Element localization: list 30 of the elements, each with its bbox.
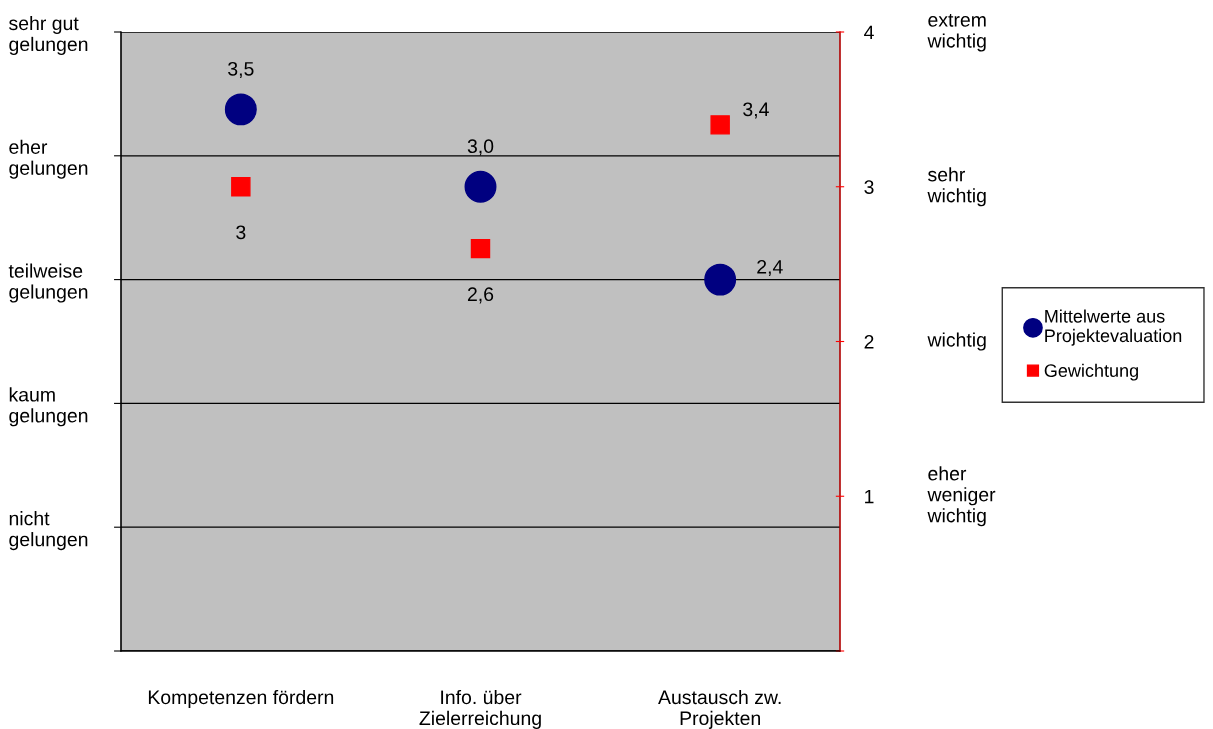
y2-tick-label: 3 — [864, 180, 874, 194]
category-label: eher gelungen — [9, 139, 88, 179]
y2-tick-label: 1 — [865, 489, 874, 504]
data-label: 3 — [236, 225, 246, 240]
data-label: 3,4 — [743, 102, 769, 119]
data-label: 3,5 — [228, 61, 254, 78]
point — [464, 170, 497, 203]
point — [710, 115, 730, 135]
text: sehr wichtig — [927, 167, 986, 207]
y2-tick-label: 2 — [864, 334, 874, 349]
x-tick-label: Info. über Zielerreichung — [419, 689, 541, 729]
category-label: nicht gelungen — [9, 511, 88, 551]
x-tick-label: Austausch zw. Projekten — [658, 689, 781, 729]
text: wichtig — [927, 332, 986, 351]
category-label: teilweise gelungen — [8, 263, 88, 303]
data-label: 2,4 — [757, 259, 783, 277]
legend-label: Mittelwerte aus Projektevaluation — [1045, 309, 1182, 346]
text: extrem wichtig — [927, 13, 986, 52]
point — [224, 93, 257, 126]
text: eher weniger wichtig — [927, 466, 996, 527]
data-label: 3,0 — [467, 139, 494, 156]
point — [470, 238, 491, 259]
point — [231, 177, 251, 197]
point — [704, 263, 737, 296]
x-tick-label: Kompetenzen fördern — [148, 689, 334, 709]
legend-label: Gewichtung — [1044, 363, 1138, 381]
category-label: kaum gelungen — [9, 387, 88, 427]
data-label: 2,6 — [467, 287, 494, 304]
category-label: sehr gut gelungen — [9, 15, 88, 55]
y2-tick-label: 4 — [864, 25, 874, 40]
